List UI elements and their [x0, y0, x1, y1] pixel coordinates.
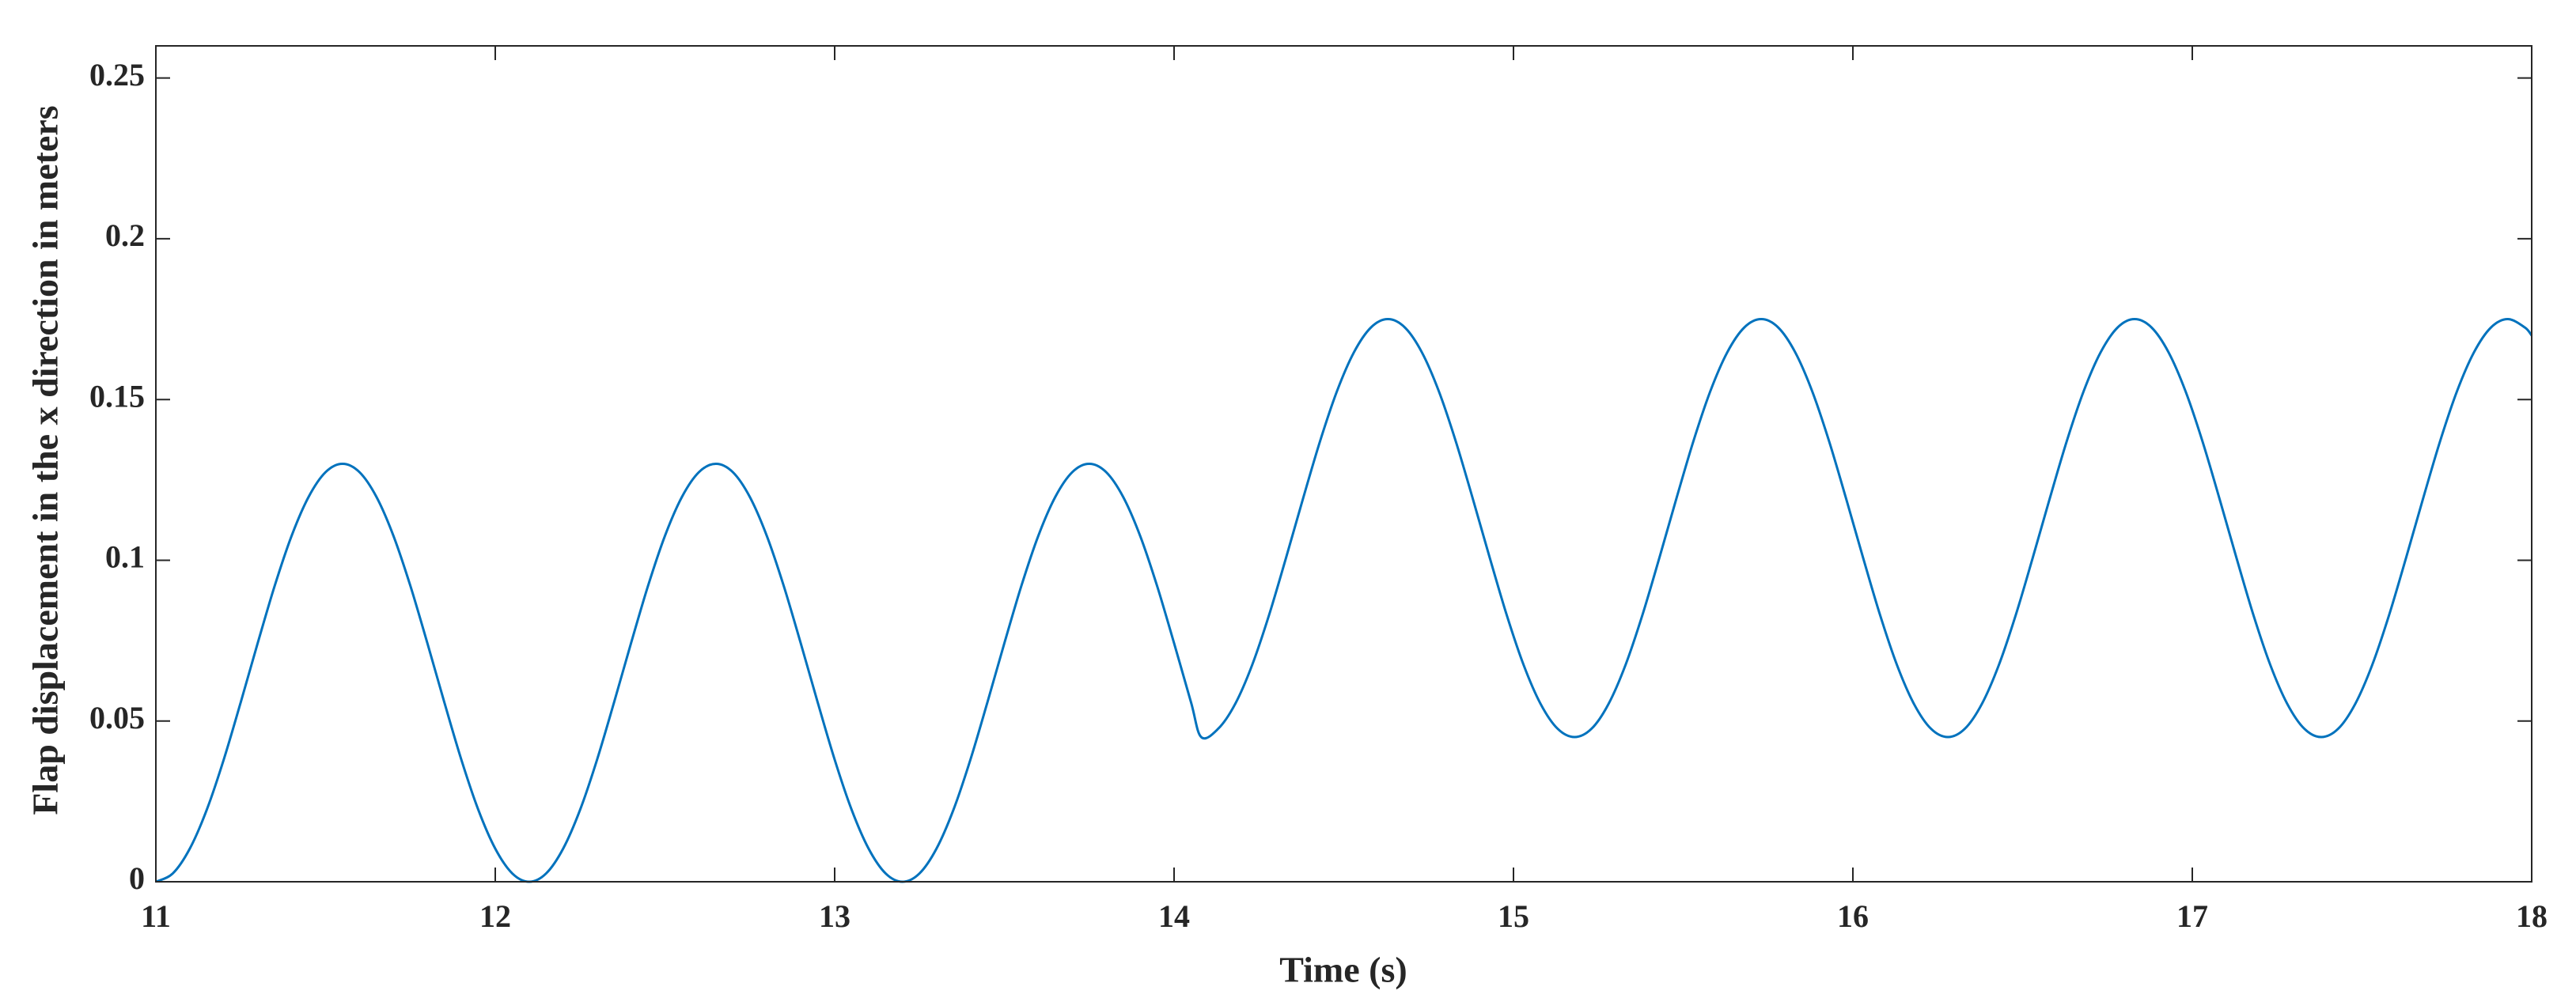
y-tick-label: 0.2: [105, 217, 145, 253]
x-tick-label: 12: [479, 898, 511, 934]
x-tick-label: 15: [1498, 898, 1529, 934]
x-tick-label: 18: [2516, 898, 2548, 934]
x-tick-label: 16: [1837, 898, 1869, 934]
x-tick-label: 14: [1158, 898, 1190, 934]
y-tick-label: 0.05: [89, 700, 145, 735]
axes-frame: [155, 45, 2532, 883]
y-tick-label: 0.25: [89, 57, 145, 93]
y-axis-label: Flap displacement in the x direction in …: [25, 105, 66, 815]
y-tick-label: 0.1: [105, 539, 145, 575]
x-tick-label: 13: [819, 898, 850, 934]
x-tick-label: 11: [141, 898, 171, 934]
y-tick-label: 0.15: [89, 378, 145, 414]
y-tick-label: 0: [129, 860, 145, 896]
data-line: [155, 318, 2533, 883]
x-tick-label: 17: [2176, 898, 2208, 934]
x-axis-label: Time (s): [1279, 950, 1407, 990]
